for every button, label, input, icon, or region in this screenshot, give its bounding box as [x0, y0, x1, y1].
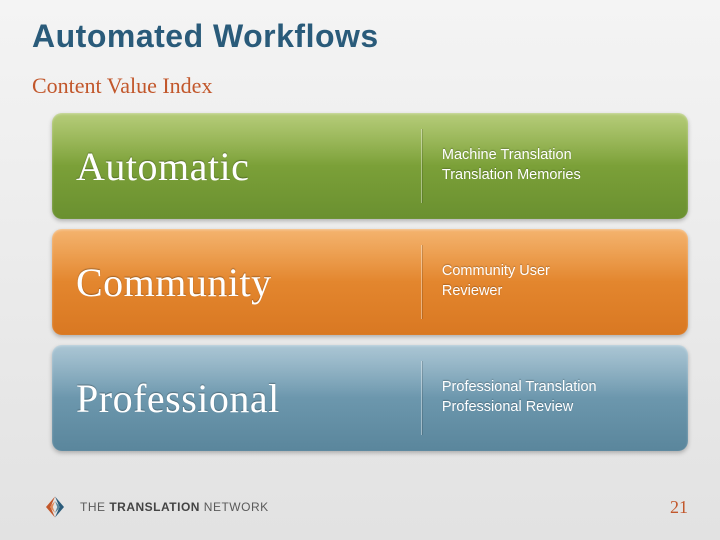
bar-desc-line: Community User	[442, 262, 688, 282]
bar-desc-line: Reviewer	[442, 282, 688, 302]
bar-desc-line: Machine Translation	[442, 146, 688, 166]
bar-desc-line: Professional Review	[442, 398, 688, 418]
logo-icon	[40, 492, 70, 522]
page-number: 21	[670, 497, 688, 518]
footer: THE TRANSLATION NETWORK 21	[0, 492, 720, 522]
bars-container: Automatic Machine Translation Translatio…	[0, 109, 720, 451]
bar-professional: Professional Professional Translation Pr…	[52, 345, 688, 451]
brand: THE TRANSLATION NETWORK	[40, 492, 269, 522]
bar-label: Community	[52, 259, 421, 306]
page-title: Automated Workflows	[0, 0, 720, 55]
bar-desc-line: Professional Translation	[442, 378, 688, 398]
bar-label: Professional	[52, 375, 421, 422]
bar-automatic: Automatic Machine Translation Translatio…	[52, 113, 688, 219]
brand-pre: THE	[80, 500, 109, 514]
bar-description: Machine Translation Translation Memories	[422, 146, 688, 185]
bar-community: Community Community User Reviewer	[52, 229, 688, 335]
brand-text: THE TRANSLATION NETWORK	[80, 500, 269, 514]
bar-description: Community User Reviewer	[422, 262, 688, 301]
bar-desc-line: Translation Memories	[442, 166, 688, 186]
bar-description: Professional Translation Professional Re…	[422, 378, 688, 417]
bar-label: Automatic	[52, 143, 421, 190]
brand-post: NETWORK	[200, 500, 269, 514]
subtitle: Content Value Index	[0, 55, 720, 109]
brand-bold: TRANSLATION	[109, 500, 200, 514]
